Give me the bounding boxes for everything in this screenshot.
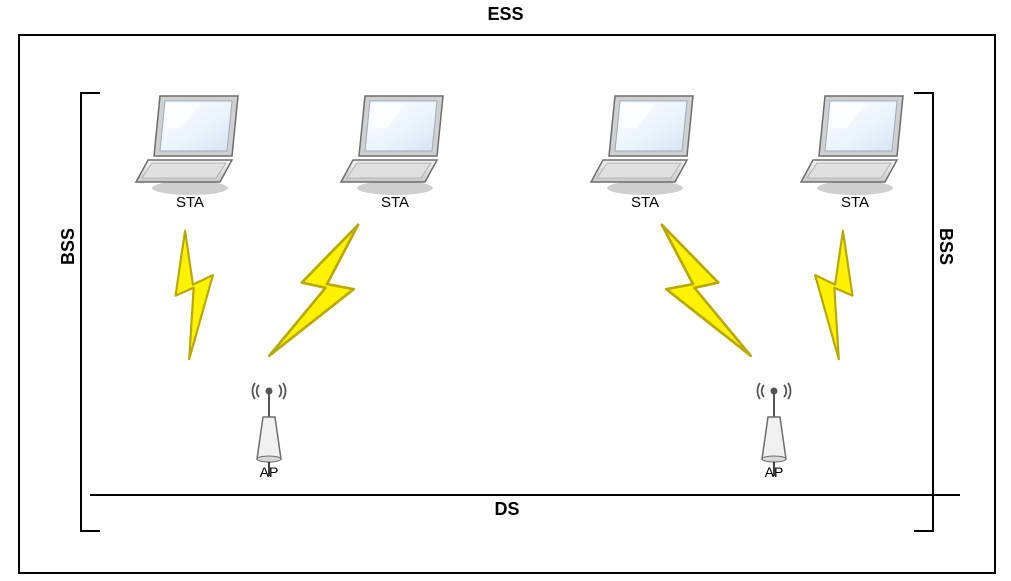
access-point-icon <box>744 381 804 476</box>
bss-bracket-left <box>80 92 100 532</box>
wireless-bolt-icon <box>251 203 394 385</box>
sta-label-3: STA <box>615 194 675 211</box>
ds-label: DS <box>494 499 519 520</box>
wireless-bolt-icon <box>145 221 244 364</box>
ap-label-2: AP <box>754 464 794 480</box>
sta-label-4: STA <box>825 194 885 211</box>
bss-label-right: BSS <box>935 228 956 265</box>
diagram-title: ESS <box>487 4 523 25</box>
laptop-icon <box>335 88 455 198</box>
bss-bracket-right <box>914 92 934 532</box>
bss-label-left: BSS <box>58 228 79 265</box>
laptop-icon <box>130 88 250 198</box>
ds-line <box>90 494 960 496</box>
ap-label-1: AP <box>249 464 289 480</box>
wireless-bolt-icon <box>625 203 768 385</box>
wireless-bolt-icon <box>783 221 882 364</box>
laptop-icon <box>585 88 705 198</box>
ess-container: BSS BSS DS STA <box>18 34 996 574</box>
sta-label-2: STA <box>365 194 425 211</box>
access-point-icon <box>239 381 299 476</box>
laptop-icon <box>795 88 915 198</box>
sta-label-1: STA <box>160 194 220 211</box>
